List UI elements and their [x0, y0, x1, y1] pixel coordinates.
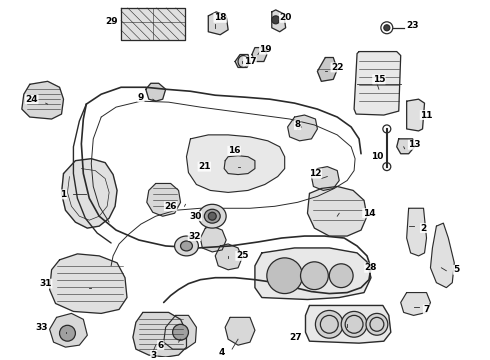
Polygon shape: [235, 55, 250, 67]
Ellipse shape: [204, 209, 220, 223]
Polygon shape: [146, 83, 166, 101]
Ellipse shape: [366, 314, 388, 335]
Ellipse shape: [329, 264, 353, 288]
Text: 17: 17: [244, 57, 256, 66]
Polygon shape: [225, 318, 255, 345]
Text: 13: 13: [408, 140, 421, 149]
Polygon shape: [133, 312, 187, 357]
Polygon shape: [354, 51, 401, 115]
Text: 14: 14: [363, 209, 375, 218]
Text: 30: 30: [189, 212, 201, 221]
Polygon shape: [272, 10, 286, 32]
Text: 11: 11: [420, 111, 433, 120]
Text: 32: 32: [188, 231, 201, 240]
Text: 16: 16: [228, 146, 240, 155]
Text: 3: 3: [150, 351, 157, 360]
Text: 26: 26: [164, 202, 177, 211]
Text: 15: 15: [372, 75, 385, 84]
Text: 23: 23: [406, 21, 419, 30]
Polygon shape: [407, 99, 424, 131]
Text: 1: 1: [60, 190, 67, 199]
Polygon shape: [401, 293, 430, 315]
Text: 2: 2: [420, 224, 427, 233]
Ellipse shape: [180, 241, 193, 251]
Ellipse shape: [272, 16, 280, 24]
Polygon shape: [224, 156, 255, 175]
Text: 10: 10: [371, 152, 383, 161]
Polygon shape: [22, 81, 64, 119]
Polygon shape: [121, 8, 186, 40]
Ellipse shape: [316, 310, 343, 338]
Text: 33: 33: [35, 323, 48, 332]
Polygon shape: [164, 315, 196, 349]
Polygon shape: [397, 139, 415, 154]
Text: 22: 22: [331, 63, 343, 72]
Text: 28: 28: [365, 263, 377, 272]
Ellipse shape: [174, 236, 198, 256]
Ellipse shape: [300, 262, 328, 289]
Polygon shape: [288, 115, 318, 141]
Polygon shape: [318, 58, 337, 81]
Polygon shape: [430, 223, 454, 288]
Polygon shape: [62, 159, 117, 228]
Polygon shape: [252, 48, 267, 62]
Ellipse shape: [208, 212, 216, 220]
Ellipse shape: [341, 311, 367, 337]
Polygon shape: [407, 208, 426, 256]
Polygon shape: [215, 244, 242, 270]
Ellipse shape: [198, 204, 226, 228]
Text: 21: 21: [198, 162, 211, 171]
Text: 6: 6: [158, 341, 164, 350]
Polygon shape: [187, 135, 285, 192]
Text: 31: 31: [39, 279, 52, 288]
Text: 18: 18: [214, 13, 226, 22]
Text: 8: 8: [294, 121, 301, 130]
Polygon shape: [305, 306, 391, 343]
Ellipse shape: [267, 258, 302, 293]
Ellipse shape: [172, 324, 189, 340]
Text: 29: 29: [105, 17, 118, 26]
Polygon shape: [49, 314, 87, 347]
Text: 12: 12: [309, 169, 321, 178]
Text: 27: 27: [289, 333, 302, 342]
Polygon shape: [200, 226, 226, 252]
Polygon shape: [312, 167, 339, 190]
Polygon shape: [147, 184, 180, 216]
Text: 5: 5: [453, 265, 459, 274]
Polygon shape: [49, 254, 127, 314]
Polygon shape: [308, 186, 367, 236]
Polygon shape: [208, 12, 228, 35]
Text: 4: 4: [219, 348, 225, 357]
Text: 25: 25: [236, 251, 248, 260]
Ellipse shape: [384, 25, 390, 31]
Text: 9: 9: [138, 93, 144, 102]
Text: 19: 19: [260, 45, 272, 54]
Text: 20: 20: [279, 13, 292, 22]
Polygon shape: [255, 248, 371, 300]
Text: 7: 7: [423, 305, 430, 314]
Text: 24: 24: [25, 95, 38, 104]
Ellipse shape: [60, 325, 75, 341]
